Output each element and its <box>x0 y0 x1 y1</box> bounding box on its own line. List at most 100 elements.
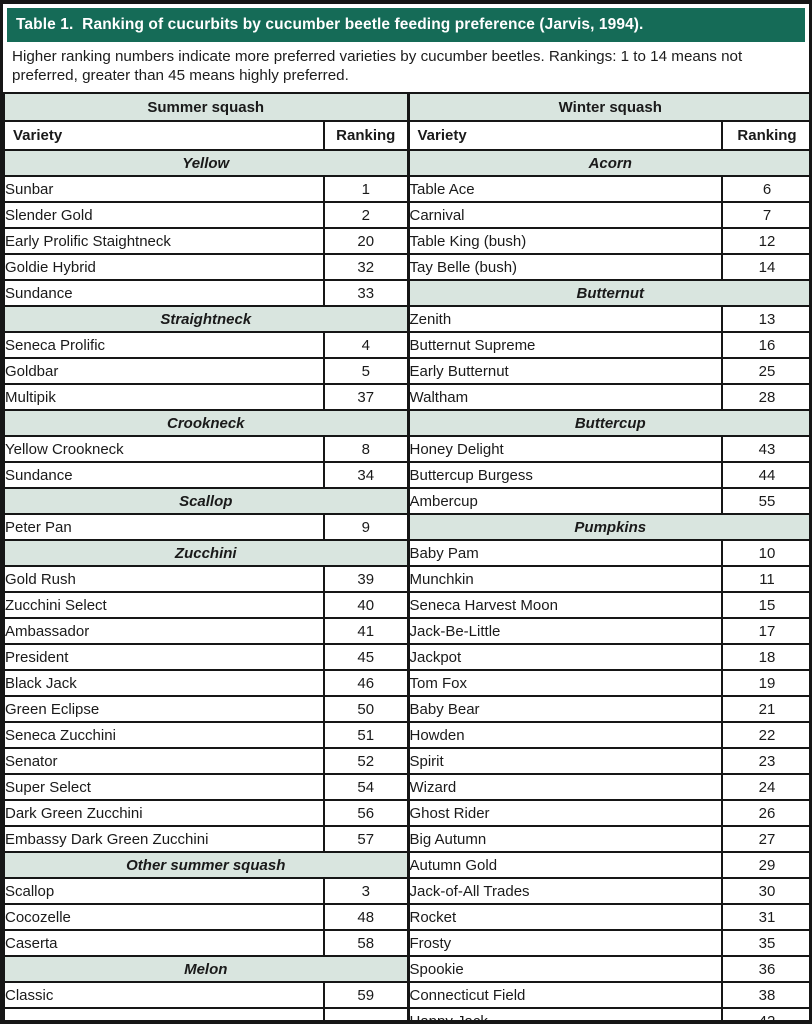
ranking-cell: 59 <box>323 981 410 1009</box>
section-header-cell: Acorn <box>406 149 809 177</box>
ranking-cell <box>323 1007 410 1020</box>
ranking-cell: 55 <box>721 487 809 515</box>
ranking-cell: 31 <box>721 903 809 931</box>
ranking-cell: 1 <box>323 175 410 203</box>
ranking-cell: 6 <box>721 175 809 203</box>
winter-variety-column-header: Variety <box>406 120 723 151</box>
variety-cell: Happy Jack <box>406 1007 723 1020</box>
ranking-cell: 18 <box>721 643 809 671</box>
variety-cell: Jackpot <box>406 643 723 671</box>
ranking-table: Summer squash Winter squash Variety Rank… <box>3 92 809 1020</box>
ranking-cell: 36 <box>721 955 809 983</box>
table-row: Classic 59 Connecticut Field 38 <box>3 981 809 1009</box>
variety-cell: Slender Gold <box>3 201 325 229</box>
ranking-cell: 32 <box>323 253 410 281</box>
variety-cell: Howden <box>406 721 723 749</box>
ranking-cell: 52 <box>323 747 410 775</box>
ranking-cell: 23 <box>721 747 809 775</box>
summer-variety-column-header: Variety <box>3 120 325 151</box>
table-row: Other summer squash Autumn Gold 29 <box>3 851 809 879</box>
variety-cell: Buttercup Burgess <box>406 461 723 489</box>
variety-cell: Goldie Hybrid <box>3 253 325 281</box>
ranking-cell: 40 <box>323 591 410 619</box>
variety-cell: Spirit <box>406 747 723 775</box>
variety-cell: Jack-Be-Little <box>406 617 723 645</box>
variety-cell: Sundance <box>3 279 325 307</box>
ranking-cell: 3 <box>323 877 410 905</box>
table-row: Zucchini Select 40 Seneca Harvest Moon 15 <box>3 591 809 619</box>
variety-cell: Early Prolific Staightneck <box>3 227 325 255</box>
variety-cell: Zucchini Select <box>3 591 325 619</box>
variety-cell: Green Eclipse <box>3 695 325 723</box>
variety-cell: Jack-of-All Trades <box>406 877 723 905</box>
variety-cell: Rocket <box>406 903 723 931</box>
ranking-cell: 24 <box>721 773 809 801</box>
table-row: President 45 Jackpot 18 <box>3 643 809 671</box>
table-row: Straightneck Zenith 13 <box>3 305 809 333</box>
table-row: Peter Pan 9 Pumpkins <box>3 513 809 541</box>
variety-cell: Table Ace <box>406 175 723 203</box>
ranking-cell: 54 <box>323 773 410 801</box>
table-row: Zucchini Baby Pam 10 <box>3 539 809 567</box>
variety-cell: Gold Rush <box>3 565 325 593</box>
variety-cell: Yellow Crookneck <box>3 435 325 463</box>
ranking-cell: 51 <box>323 721 410 749</box>
table-row: Goldbar 5 Early Butternut 25 <box>3 357 809 385</box>
variety-cell: Connecticut Field <box>406 981 723 1009</box>
variety-cell: Honey Delight <box>406 435 723 463</box>
section-header-cell: Straightneck <box>3 305 410 333</box>
table-row: Yellow Crookneck 8 Honey Delight 43 <box>3 435 809 463</box>
table-row: Scallop Ambercup 55 <box>3 487 809 515</box>
table-row: Black Jack 46 Tom Fox 19 <box>3 669 809 697</box>
ranking-cell: 5 <box>323 357 410 385</box>
variety-cell: Dark Green Zucchini <box>3 799 325 827</box>
section-header-cell: Pumpkins <box>406 513 809 541</box>
ranking-cell: 38 <box>721 981 809 1009</box>
variety-cell: Goldbar <box>3 357 325 385</box>
ranking-cell: 13 <box>721 305 809 333</box>
ranking-cell: 29 <box>721 851 809 879</box>
ranking-cell: 39 <box>323 565 410 593</box>
variety-cell: Wizard <box>406 773 723 801</box>
ranking-cell: 50 <box>323 695 410 723</box>
ranking-cell: 20 <box>323 227 410 255</box>
table-row: Scallop 3 Jack-of-All Trades 30 <box>3 877 809 905</box>
variety-cell: Cocozelle <box>3 903 325 931</box>
winter-squash-group-header: Winter squash <box>406 92 809 122</box>
table-row: Cocozelle 48 Rocket 31 <box>3 903 809 931</box>
variety-cell: Embassy Dark Green Zucchini <box>3 825 325 853</box>
variety-cell: Frosty <box>406 929 723 957</box>
table-row: Sunbar 1 Table Ace 6 <box>3 175 809 203</box>
ranking-cell: 4 <box>323 331 410 359</box>
variety-cell: Senator <box>3 747 325 775</box>
ranking-cell: 10 <box>721 539 809 567</box>
ranking-cell: 22 <box>721 721 809 749</box>
variety-cell: Multipik <box>3 383 325 411</box>
ranking-cell: 12 <box>721 227 809 255</box>
ranking-cell: 8 <box>323 435 410 463</box>
summer-ranking-column-header: Ranking <box>323 120 410 151</box>
table-row: Sundance 34 Buttercup Burgess 44 <box>3 461 809 489</box>
table-row: Happy Jack 42 <box>3 1007 809 1020</box>
table-description: Higher ranking numbers indicate more pre… <box>12 48 743 84</box>
group-header-row: Summer squash Winter squash <box>3 92 809 122</box>
table-row: Senator 52 Spirit 23 <box>3 747 809 775</box>
ranking-cell: 25 <box>721 357 809 385</box>
variety-cell: Ambassador <box>3 617 325 645</box>
ranking-cell: 11 <box>721 565 809 593</box>
table-row: Dark Green Zucchini 56 Ghost Rider 26 <box>3 799 809 827</box>
variety-cell: Butternut Supreme <box>406 331 723 359</box>
variety-cell: Table King (bush) <box>406 227 723 255</box>
ranking-cell: 2 <box>323 201 410 229</box>
table-row: Melon Spookie 36 <box>3 955 809 983</box>
variety-cell: Big Autumn <box>406 825 723 853</box>
ranking-cell: 15 <box>721 591 809 619</box>
table-title-bar: Table 1. Ranking of cucurbits by cucumbe… <box>7 8 805 42</box>
variety-cell: Sunbar <box>3 175 325 203</box>
table-row: Sundance 33 Butternut <box>3 279 809 307</box>
ranking-cell: 42 <box>721 1007 809 1020</box>
variety-cell: Autumn Gold <box>406 851 723 879</box>
variety-cell: Carnival <box>406 201 723 229</box>
table-row: Yellow Acorn <box>3 149 809 177</box>
variety-cell: Tom Fox <box>406 669 723 697</box>
